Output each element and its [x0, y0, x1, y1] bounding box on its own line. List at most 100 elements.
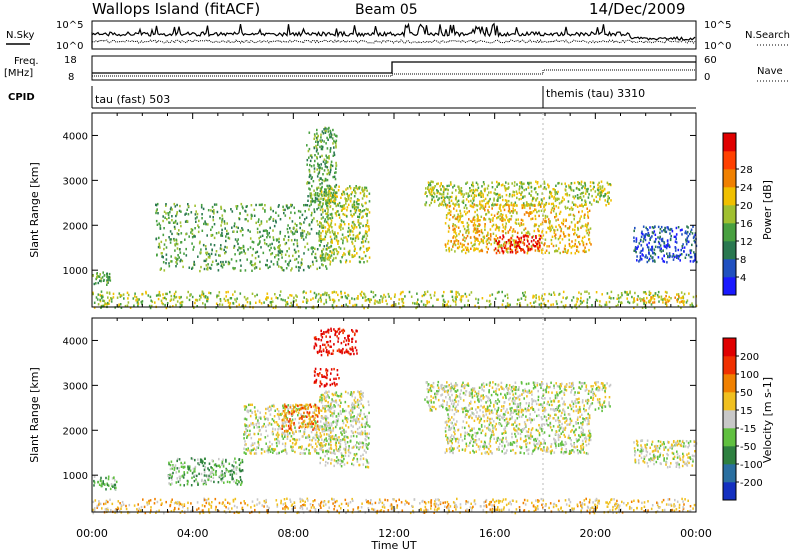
power-cell — [342, 207, 345, 210]
power-cell — [282, 298, 284, 302]
power-cell — [677, 248, 680, 252]
power-cell — [677, 305, 680, 308]
power-cell — [686, 225, 688, 228]
power-cell — [202, 292, 205, 296]
power-cell — [213, 244, 216, 247]
velocity-cell — [324, 423, 326, 427]
power-cell — [472, 182, 474, 186]
power-cell — [289, 294, 291, 297]
velocity-cell — [264, 412, 267, 415]
power-cell — [296, 244, 299, 248]
velocity-cell — [289, 420, 292, 423]
power-cell — [204, 220, 206, 223]
power-cell — [325, 190, 327, 193]
power-cell — [324, 188, 326, 191]
power-cell — [578, 291, 580, 294]
power-cell — [310, 196, 312, 199]
velocity-cell — [288, 412, 290, 415]
power-cell — [311, 197, 314, 201]
power-cell — [462, 195, 465, 198]
power-cell — [572, 207, 574, 211]
velocity-cell — [316, 406, 318, 409]
power-cell — [505, 231, 507, 235]
power-cell — [279, 251, 281, 254]
power-cell — [176, 211, 178, 214]
velocity-cell — [98, 483, 101, 486]
power-cell — [476, 208, 478, 212]
power-cell — [328, 184, 330, 188]
power-cell — [661, 257, 664, 260]
velocity-cell — [325, 335, 327, 338]
power-cell — [169, 230, 172, 233]
velocity-cell — [314, 420, 316, 423]
power-cell — [581, 198, 583, 202]
velocity-cell — [351, 337, 354, 340]
velocity-cell — [333, 464, 335, 468]
velocity-cell — [246, 435, 249, 438]
power-cell — [652, 301, 654, 304]
power-cell — [553, 207, 556, 210]
power-cell — [359, 292, 362, 296]
power-cell — [408, 290, 411, 294]
power-cell — [661, 239, 663, 242]
power-cell — [498, 226, 501, 229]
power-cell — [302, 238, 305, 241]
power-cell — [541, 192, 544, 195]
power-cell — [433, 294, 436, 297]
power-cell — [370, 290, 373, 293]
power-cell — [535, 236, 537, 240]
velocity-cell — [314, 336, 317, 339]
velocity-cell — [257, 440, 259, 444]
power-cell — [196, 212, 199, 216]
velocity-cell — [312, 422, 314, 426]
velocity-cell — [112, 476, 115, 480]
power-cell — [402, 305, 405, 308]
power-cell — [364, 299, 367, 302]
power-cell — [664, 290, 667, 294]
power-cell — [488, 205, 490, 208]
power-cell — [327, 214, 329, 217]
power-cell — [321, 167, 323, 170]
power-cell — [468, 218, 470, 221]
power-cell — [607, 195, 609, 198]
power-cell — [477, 298, 480, 301]
velocity-cell — [340, 341, 343, 345]
power-cell — [428, 191, 431, 194]
power-cell — [326, 178, 329, 182]
power-cell — [223, 248, 225, 252]
power-cell — [470, 189, 473, 192]
velocity-cell — [243, 447, 245, 450]
power-cell — [555, 215, 558, 218]
power-cell — [315, 232, 318, 235]
velocity-cell — [362, 391, 364, 395]
velocity-cell — [320, 383, 323, 386]
power-cell — [458, 203, 460, 206]
velocity-cell — [365, 451, 367, 454]
velocity-cell — [313, 370, 316, 373]
power-cell — [255, 301, 257, 304]
power-cell — [671, 255, 673, 258]
power-cell — [641, 230, 643, 233]
power-cell — [541, 231, 543, 234]
power-cell — [314, 256, 316, 259]
power-cell — [308, 131, 311, 134]
power-cell — [316, 208, 318, 211]
power-cell — [541, 202, 543, 205]
power-cell — [238, 303, 240, 306]
power-cell — [244, 269, 247, 272]
velocity-cell — [260, 448, 263, 451]
power-cell — [659, 235, 661, 239]
power-cell — [221, 234, 224, 237]
power-cell — [270, 260, 273, 263]
power-cell — [308, 175, 311, 179]
power-cell — [335, 291, 338, 294]
power-cell — [588, 292, 590, 295]
power-cell — [556, 192, 559, 195]
power-cell — [569, 208, 571, 211]
power-cell — [295, 294, 297, 297]
power-cell — [509, 228, 511, 232]
power-cell — [322, 293, 324, 296]
power-cell — [251, 269, 253, 272]
power-cell — [307, 195, 309, 198]
power-cell — [207, 263, 209, 266]
